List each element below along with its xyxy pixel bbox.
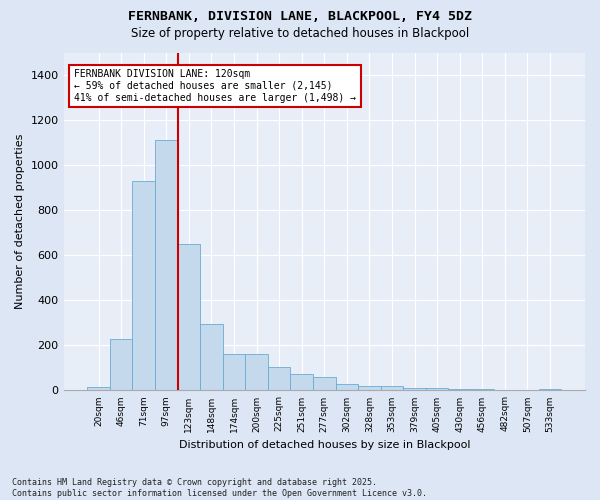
Bar	[335, 384, 358, 390]
Bar	[426, 388, 448, 390]
Bar	[223, 354, 245, 390]
Bar	[110, 338, 133, 390]
Text: Size of property relative to detached houses in Blackpool: Size of property relative to detached ho…	[131, 28, 469, 40]
Y-axis label: Number of detached properties: Number of detached properties	[15, 134, 25, 309]
Bar	[133, 181, 155, 390]
Bar	[245, 354, 268, 390]
Bar	[313, 377, 335, 390]
Bar	[87, 387, 110, 390]
X-axis label: Distribution of detached houses by size in Blackpool: Distribution of detached houses by size …	[179, 440, 470, 450]
Bar	[178, 244, 200, 390]
Text: FERNBANK, DIVISION LANE, BLACKPOOL, FY4 5DZ: FERNBANK, DIVISION LANE, BLACKPOOL, FY4 …	[128, 10, 472, 23]
Bar	[403, 388, 426, 390]
Text: FERNBANK DIVISION LANE: 120sqm
← 59% of detached houses are smaller (2,145)
41% : FERNBANK DIVISION LANE: 120sqm ← 59% of …	[74, 70, 356, 102]
Bar	[200, 324, 223, 390]
Bar	[381, 386, 403, 390]
Text: Contains HM Land Registry data © Crown copyright and database right 2025.
Contai: Contains HM Land Registry data © Crown c…	[12, 478, 427, 498]
Bar	[268, 367, 290, 390]
Bar	[448, 388, 471, 390]
Bar	[155, 140, 178, 390]
Bar	[290, 374, 313, 390]
Bar	[539, 388, 561, 390]
Bar	[358, 386, 381, 390]
